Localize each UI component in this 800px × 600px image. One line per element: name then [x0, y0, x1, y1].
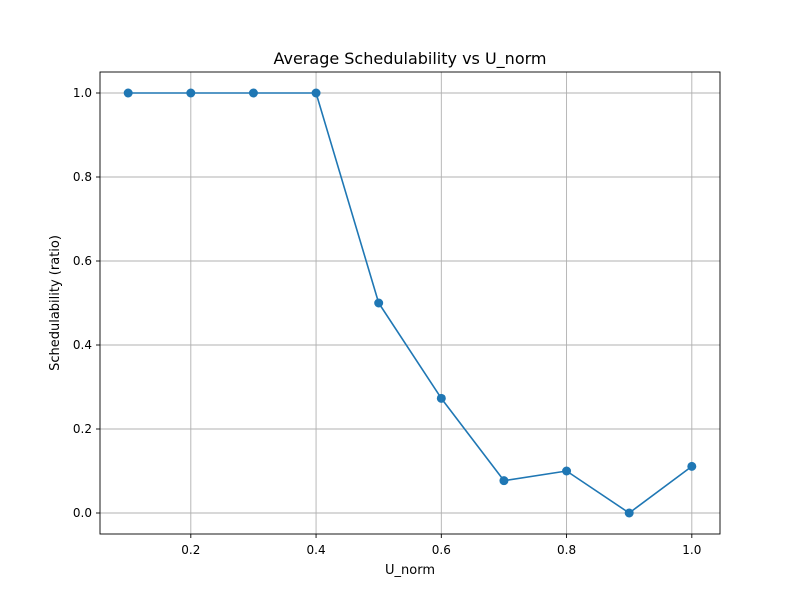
y-tick-label: 0.0 [73, 506, 92, 520]
x-axis-label: U_norm [385, 563, 435, 578]
series-line [128, 92, 693, 514]
data-point [123, 88, 133, 98]
data-point [624, 508, 634, 518]
data-point [499, 476, 509, 486]
y-tick-label: 0.2 [73, 422, 92, 436]
data-point [374, 298, 384, 308]
data-point [436, 393, 446, 403]
plot-area-frame [99, 71, 721, 535]
x-tick-label: 0.6 [432, 543, 451, 557]
series-layer [123, 88, 697, 518]
chart-title: Average Schedulability vs U_norm [273, 49, 546, 69]
y-axis-ticks: 0.0 0.2 0.4 0.6 0.8 1.0 [73, 86, 100, 520]
x-axis-ticks: 0.2 0.4 0.6 0.8 1.0 [181, 534, 701, 557]
data-point [248, 88, 258, 98]
x-tick-label: 0.2 [181, 543, 200, 557]
y-tick-label: 0.8 [73, 170, 92, 184]
data-point [186, 88, 196, 98]
x-tick-label: 1.0 [682, 543, 701, 557]
grid [100, 72, 720, 534]
y-tick-label: 0.6 [73, 254, 92, 268]
x-tick-label: 0.4 [307, 543, 326, 557]
y-axis-label: Schedulability (ratio) [48, 235, 63, 371]
y-tick-label: 1.0 [73, 86, 92, 100]
data-point [562, 466, 572, 476]
data-point [311, 88, 321, 98]
data-point [687, 461, 697, 471]
x-tick-label: 0.8 [557, 543, 576, 557]
y-tick-label: 0.4 [73, 338, 92, 352]
